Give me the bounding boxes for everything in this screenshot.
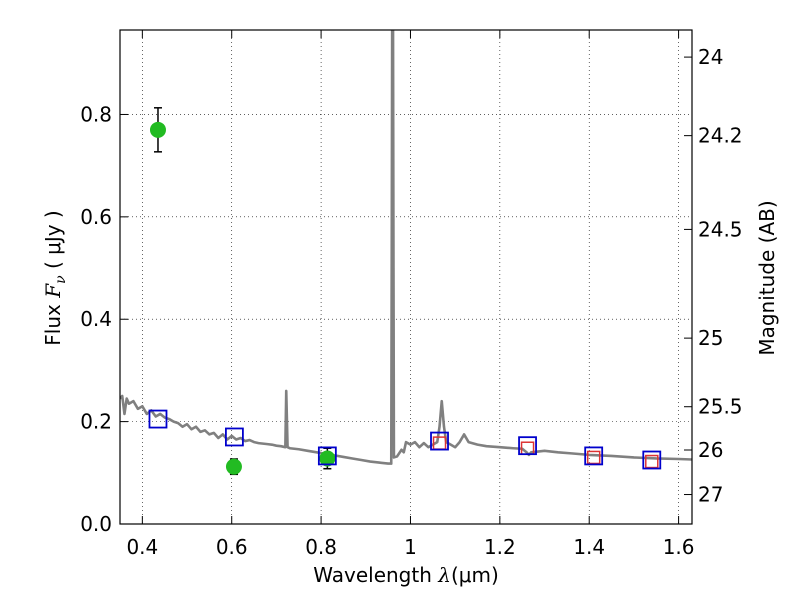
y2-tick-label: 24: [698, 45, 723, 69]
y-axis-label: Flux Fν ( μJy ): [41, 210, 69, 345]
model-box-marker: [430, 431, 449, 451]
plot-area: [120, 30, 692, 476]
x-axis-label-symbol: λ: [437, 563, 451, 587]
y2-tick-label: 25: [698, 326, 723, 350]
observed-point: [149, 121, 166, 138]
x-tick-label: 1: [404, 535, 417, 559]
y2-tick-label: 27: [698, 483, 723, 507]
x-axis-label-unit: (μm): [451, 563, 499, 587]
x-tick-label: 0.4: [126, 535, 158, 559]
x-tick-label: 1.4: [573, 535, 605, 559]
y2-axis-label: Magnitude (AB): [755, 200, 779, 355]
x-tick-label: 0.6: [216, 535, 248, 559]
x-tick-labels: 0.4 0.6 0.8 1 1.2 1.4 1.6: [126, 535, 694, 559]
y-tick-label: 0.4: [80, 307, 112, 331]
model-box-marker: [518, 436, 537, 456]
y-tick-labels: 0.0 0.2 0.4 0.6 0.8: [80, 102, 112, 536]
y-axis-label-subscript: ν: [53, 275, 69, 284]
x-tick-label: 1.6: [663, 535, 695, 559]
y-tick-label: 0.0: [80, 512, 112, 536]
y-axis-label-symbol: F: [41, 283, 65, 299]
y-tick-label: 0.8: [80, 102, 112, 126]
y-tick-label: 0.6: [80, 205, 112, 229]
spectrum-line: [120, 30, 692, 465]
model-box-marker: [148, 409, 168, 429]
model-inner-marker: [645, 454, 659, 469]
x-axis-label-text: Wavelength: [313, 563, 438, 587]
model-box-marker: [642, 450, 662, 470]
y2-tick-label: 25.5: [698, 395, 743, 419]
y-axis-label-unit: ( μJy ): [41, 210, 65, 275]
y2-tick-label: 26: [698, 438, 723, 462]
tick-marks: [120, 30, 692, 525]
plot-clipped: [120, 30, 692, 476]
x-axis-label: Wavelength λ(μm): [313, 563, 499, 587]
x-tick-label: 1.2: [484, 535, 516, 559]
y-tick-label: 0.2: [80, 410, 112, 434]
axes-frame: [119, 29, 693, 525]
model-box-marker: [317, 446, 337, 466]
y-axis-label-text: Flux: [41, 298, 65, 346]
observed-point: [319, 450, 336, 467]
observed-point: [225, 458, 242, 475]
model-box-marker: [584, 446, 604, 466]
x-tick-label: 0.8: [305, 535, 337, 559]
y2-tick-label: 24.5: [698, 217, 743, 241]
model-box-marker: [224, 427, 244, 447]
y2-tick-labels: 24 24.2 24.5 25 25.5 26 27: [698, 45, 743, 506]
y2-tick-label: 24.2: [698, 124, 743, 148]
model-inner-marker: [586, 450, 601, 465]
